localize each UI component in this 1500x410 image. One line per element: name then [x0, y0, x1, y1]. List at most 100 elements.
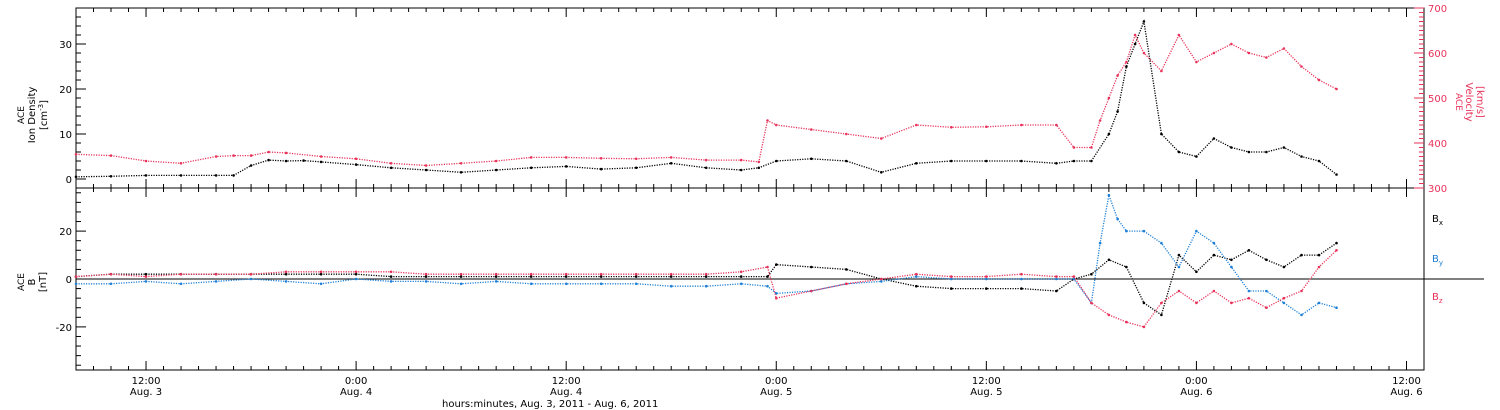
top-point-ion-density	[302, 159, 305, 162]
top-point-velocity	[564, 156, 568, 159]
bottom-point-by	[1282, 301, 1286, 305]
bottom-point-by	[354, 277, 358, 281]
bottom-point-bx	[144, 272, 148, 276]
bottom-point-by	[704, 284, 708, 288]
bottom-point-bx	[1230, 258, 1233, 262]
bottom-point-bx	[1247, 249, 1251, 252]
top-point-velocity	[704, 158, 708, 162]
bottom-ylabel-line2: B	[27, 278, 38, 285]
bottom-point-by	[1300, 313, 1303, 317]
x-tick-date: Aug. 4	[340, 387, 372, 398]
top-point-velocity	[1177, 33, 1181, 37]
top-point-ion-density	[775, 159, 778, 163]
top-point-ion-density	[1335, 173, 1338, 176]
legend-by: By	[1432, 254, 1443, 267]
top-point-ion-density	[915, 162, 918, 165]
bottom-point-bz	[1142, 325, 1146, 329]
top-point-ion-density	[1055, 162, 1058, 165]
bottom-point-by	[1098, 241, 1102, 245]
bottom-point-bz	[1125, 320, 1128, 324]
bottom-series-by	[76, 192, 1337, 316]
field-legend: Bx By Bz	[1432, 214, 1443, 305]
top-point-ion-density	[249, 164, 253, 167]
bottom-point-bx	[459, 275, 463, 278]
bottom-point-bz	[766, 265, 769, 269]
vel-tick-label: 600	[1428, 49, 1447, 60]
top-point-ion-density	[1107, 132, 1111, 136]
top-point-ion-density	[669, 162, 673, 165]
bottom-point-by	[1177, 265, 1181, 269]
top-point-ion-density	[179, 174, 183, 177]
bottom-point-by	[1055, 277, 1058, 281]
top-point-velocity	[494, 159, 498, 163]
top-point-ion-density	[564, 165, 568, 168]
top-point-ion-density	[1230, 146, 1233, 149]
b-y-tick-label: 0	[66, 275, 72, 286]
bottom-point-bx	[424, 275, 428, 278]
top-point-ion-density	[985, 159, 988, 163]
bottom-point-by	[1265, 289, 1268, 293]
top-point-ion-density	[599, 167, 603, 171]
bottom-point-bz	[669, 272, 673, 276]
bottom-point-by	[880, 280, 883, 283]
bottom-point-bx	[354, 272, 358, 276]
top-point-velocity	[1133, 33, 1137, 37]
bottom-point-bx	[1300, 253, 1303, 257]
bottom-point-bx	[599, 275, 603, 278]
bottom-point-by	[389, 280, 393, 283]
bottom-left-axis-label: ACE B [nT]	[17, 272, 49, 292]
x-tick-date: Aug. 5	[760, 387, 792, 398]
top-point-velocity	[985, 125, 988, 129]
top-point-velocity	[766, 119, 769, 122]
top-point-ion-density	[267, 158, 270, 162]
x-tick-time: 0:00	[345, 376, 367, 387]
top-point-velocity	[232, 154, 235, 157]
bottom-ylabel-line1: ACE	[17, 273, 27, 291]
top-point-ion-density	[1265, 150, 1268, 154]
top-point-ion-density	[1142, 20, 1146, 23]
top-point-velocity	[214, 155, 218, 158]
bottom-point-by	[1195, 229, 1198, 233]
bottom-point-bz	[459, 272, 463, 276]
top-point-ion-density	[1116, 110, 1119, 113]
top-point-ion-density	[354, 163, 358, 166]
bottom-series-bz	[75, 249, 1337, 328]
top-point-velocity	[319, 155, 323, 158]
vel-tick-label: 700	[1428, 4, 1447, 15]
bottom-point-bz	[1317, 265, 1321, 269]
bottom-point-bz	[424, 272, 428, 276]
bottom-point-bx	[1282, 265, 1286, 269]
bottom-point-bx	[1317, 253, 1321, 257]
top-point-velocity	[1142, 51, 1146, 55]
bottom-point-bz	[564, 272, 568, 276]
top-point-velocity	[1300, 65, 1303, 68]
bottom-point-by	[1072, 277, 1076, 281]
bottom-point-by	[1335, 306, 1338, 310]
bottom-point-bx	[1212, 253, 1216, 257]
bottom-point-by	[214, 280, 218, 283]
top-point-velocity	[1107, 96, 1111, 100]
top-point-ion-density	[1212, 137, 1216, 140]
x-tick-time: 12:00	[132, 376, 161, 387]
bottom-point-bz	[950, 275, 953, 278]
top-ylabel-line2: Ion Density	[27, 87, 38, 144]
top-point-velocity	[880, 137, 883, 140]
right-ylabel-line2: Velocity	[1463, 82, 1474, 121]
bottom-point-bz	[1072, 275, 1076, 278]
bottom-point-bz	[1090, 301, 1093, 305]
x-tick-date: Aug. 6	[1180, 387, 1212, 398]
bottom-point-by	[1247, 289, 1251, 293]
top-point-velocity	[284, 151, 288, 155]
bottom-point-bz	[74, 275, 78, 278]
top-point-ion-density	[1090, 159, 1093, 163]
bottom-point-bz	[985, 275, 988, 278]
x-tick-date: Aug. 6	[1390, 387, 1422, 398]
bottom-point-bx	[1265, 258, 1268, 262]
bottom-point-bx	[494, 275, 498, 278]
bottom-point-bx	[669, 275, 673, 278]
x-axis-label: hours:minutes, Aug. 3, 2011 - Aug. 6, 20…	[442, 399, 658, 410]
top-point-ion-density	[1072, 159, 1076, 163]
bottom-point-bz	[284, 270, 288, 274]
